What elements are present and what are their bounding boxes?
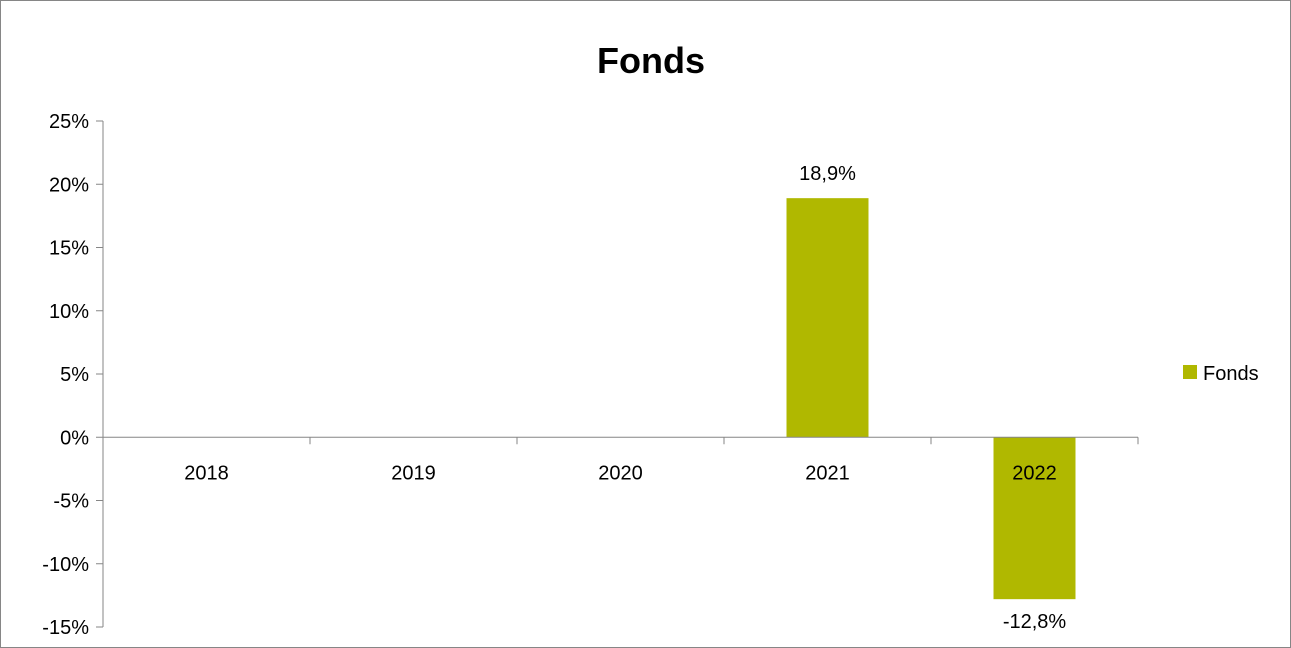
legend-swatch <box>1183 365 1197 379</box>
data-label-2022: -12,8% <box>1003 611 1067 633</box>
chart-title: Fonds <box>597 40 705 81</box>
y-axis: 25% 20% 15% 10% 5% 0% -5% -10% -15% <box>42 111 104 639</box>
y-tick-label: 10% <box>49 301 89 323</box>
bar-2022 <box>993 437 1076 600</box>
y-tick-label: -5% <box>53 491 89 513</box>
x-tick-label: 2019 <box>391 462 436 484</box>
x-axis: 2018 2019 2020 2021 2022 <box>102 436 1139 484</box>
bar-series <box>786 198 1076 600</box>
x-tick-label: 2020 <box>598 462 643 484</box>
y-tick-label: -10% <box>42 554 89 576</box>
y-tick-label: -15% <box>42 617 89 639</box>
x-tick-label: 2018 <box>184 462 229 484</box>
legend: Fonds <box>1183 363 1259 385</box>
y-tick-label: 15% <box>49 238 89 260</box>
y-tick-label: 0% <box>60 427 89 449</box>
x-tick-label: 2022 <box>1012 462 1057 484</box>
data-label-2021: 18,9% <box>799 163 856 185</box>
bar-2021 <box>786 198 869 438</box>
legend-label-fonds: Fonds <box>1203 363 1259 385</box>
x-tick-label: 2021 <box>805 462 850 484</box>
y-tick-label: 5% <box>60 364 89 386</box>
data-labels: 18,9% -12,8% <box>799 163 1066 633</box>
y-tick-label: 25% <box>49 111 89 133</box>
y-tick-label: 20% <box>49 174 89 196</box>
